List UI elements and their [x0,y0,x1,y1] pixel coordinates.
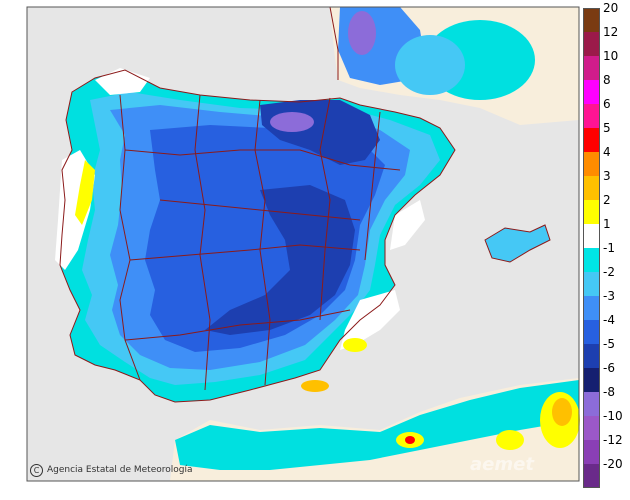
legend-label: 6 [603,97,611,111]
legend-swatch [583,416,600,440]
africa-warm-red [405,436,415,444]
legend-swatch [583,344,600,368]
legend-swatch [583,56,600,80]
legend: 20 12 10 8 6 5 4 3 2 1 -1 -2 -3 -4 -5 -6 -8 -10 -12 -20 [583,2,630,488]
legend-swatch [583,8,600,32]
africa-warm-orange-east [552,398,572,426]
africa-warm-yellow-central [496,430,524,450]
legend-swatch [583,152,600,176]
gibraltar-warm [301,380,329,392]
legend-swatch [583,128,600,152]
legend-label: 20 [603,1,619,15]
temperature-anomaly-map [26,6,580,482]
legend-label: -20 [603,457,623,471]
anomaly-zone-minus8-france [348,11,376,55]
legend-label: -4 [603,313,615,327]
legend-swatch [583,464,600,488]
legend-label: 10 [603,49,619,63]
legend-label: 5 [603,121,611,135]
legend-label: -2 [603,265,615,279]
anomaly-zone-minus5 [205,185,355,335]
legend-label: 12 [603,25,619,39]
legend-label: -3 [603,289,615,303]
legend-label: 4 [603,145,611,159]
southeast-coast-warm [340,290,400,350]
legend-swatch [583,440,600,464]
map-frame [26,6,580,482]
legend-label: -1 [603,241,615,255]
aemet-watermark: aemet [470,454,534,475]
anomaly-zone-minus8-north [270,112,314,132]
legend-swatch [583,368,600,392]
legend-swatch [583,80,600,104]
legend-label: 3 [603,169,611,183]
legend-swatch [583,248,600,272]
legend-label: 2 [603,193,611,207]
legend-label: -12 [603,433,623,447]
legend-swatch [583,224,600,248]
legend-label: 8 [603,73,611,87]
southeast-coast-yellow [343,338,367,352]
legend-swatch [583,296,600,320]
legend-swatch [583,272,600,296]
legend-swatch [583,104,600,128]
legend-border [583,8,600,488]
copyright-icon: C [30,464,43,477]
legend-label: -10 [603,409,623,423]
legend-label: -6 [603,361,615,375]
portugal-coast-yellow [75,160,95,225]
legend-swatch [583,32,600,56]
legend-label: -8 [603,385,615,399]
legend-label: 1 [603,217,611,231]
legend-swatch [583,200,600,224]
legend-swatch [583,320,600,344]
east-coast-warm [390,200,425,250]
france-blue-zone [395,35,465,95]
balearic-islands [485,225,550,262]
legend-label: -5 [603,337,615,351]
admin-borders [59,6,551,403]
africa-coast-cyan [175,380,579,470]
legend-swatch [583,176,600,200]
legend-swatch [583,392,600,416]
credit-text: Agencia Estatal de Meteorología [47,465,193,475]
